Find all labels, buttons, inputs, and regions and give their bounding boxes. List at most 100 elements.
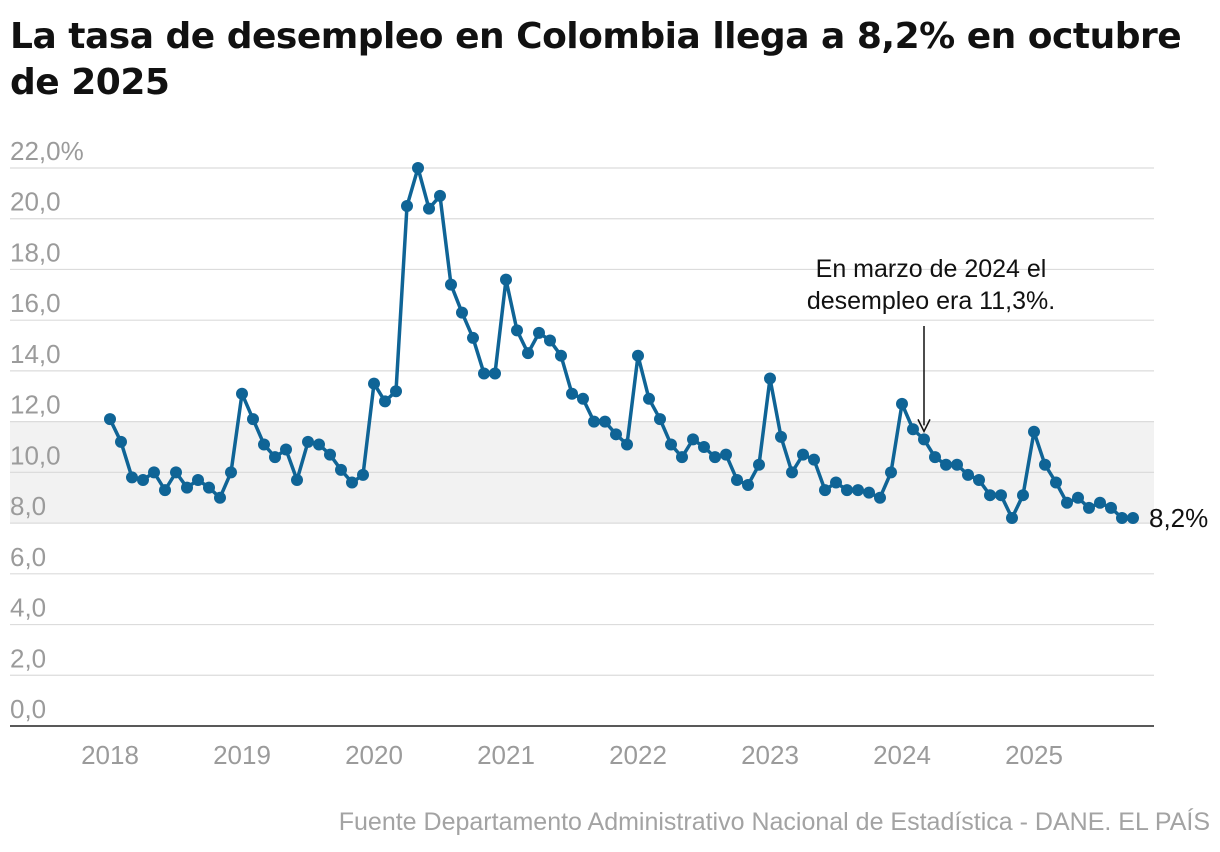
data-point <box>346 476 358 489</box>
data-point <box>390 385 402 398</box>
data-point <box>258 438 270 451</box>
data-point <box>753 458 765 471</box>
y-tick-label: 0,0 <box>10 694 46 724</box>
data-point <box>544 334 556 347</box>
data-point <box>478 367 490 380</box>
data-point <box>687 433 699 446</box>
data-point <box>225 466 237 479</box>
data-point <box>940 458 952 471</box>
data-point <box>1061 496 1073 509</box>
y-tick-label: 12,0 <box>10 390 61 420</box>
data-point <box>500 273 512 286</box>
annotation-arrowhead <box>917 419 931 434</box>
y-tick-label: 4,0 <box>10 593 46 623</box>
data-point <box>577 392 589 405</box>
data-point <box>995 489 1007 502</box>
data-point <box>533 326 545 339</box>
chart-title: La tasa de desempleo en Colombia llega a… <box>10 16 1182 103</box>
data-point <box>764 372 776 385</box>
data-point <box>170 466 182 479</box>
data-point <box>1006 512 1018 525</box>
data-point <box>1017 489 1029 502</box>
data-point <box>984 489 996 502</box>
x-tick-label: 2023 <box>741 740 799 770</box>
data-point <box>247 413 259 426</box>
data-point <box>1050 476 1062 489</box>
x-tick-label: 2024 <box>873 740 931 770</box>
data-point <box>852 484 864 497</box>
data-point <box>181 481 193 494</box>
data-point <box>610 428 622 441</box>
data-point <box>324 448 336 461</box>
data-point <box>192 473 204 486</box>
data-point <box>929 451 941 464</box>
end-value-label: 8,2% <box>1149 503 1208 533</box>
data-point <box>1116 512 1128 525</box>
data-point <box>786 466 798 479</box>
data-point <box>907 423 919 436</box>
data-point <box>401 200 413 213</box>
data-point <box>621 438 633 451</box>
x-tick-label: 2025 <box>1005 740 1063 770</box>
data-point <box>720 448 732 461</box>
data-point <box>302 435 314 448</box>
data-point <box>214 491 226 504</box>
data-point <box>588 415 600 428</box>
data-point <box>104 413 116 426</box>
data-point <box>951 458 963 471</box>
y-tick-label: 14,0 <box>10 339 61 369</box>
x-tick-label: 2021 <box>477 740 535 770</box>
data-point <box>236 387 248 400</box>
data-point <box>566 387 578 400</box>
data-point <box>357 468 369 481</box>
data-point <box>797 448 809 461</box>
data-point <box>511 324 523 337</box>
data-point <box>830 476 842 489</box>
data-point <box>808 453 820 466</box>
data-point <box>1127 512 1139 525</box>
data-point <box>1039 458 1051 471</box>
data-point <box>599 415 611 428</box>
annotation-text: En marzo de 2024 el <box>816 255 1047 283</box>
data-point <box>1105 501 1117 514</box>
source-note: Fuente Departamento Administrativo Nacio… <box>338 808 1210 836</box>
y-tick-label: 10,0 <box>10 440 61 470</box>
data-point <box>1094 496 1106 509</box>
data-point <box>379 395 391 408</box>
x-tick-label: 2018 <box>81 740 139 770</box>
data-point <box>313 438 325 451</box>
data-point <box>1072 491 1084 504</box>
data-point <box>203 481 215 494</box>
data-point <box>676 451 688 464</box>
x-axis-ticks: 2018 2019 2020 2021 2022 2023 2024 2025 <box>81 740 1063 770</box>
data-point <box>159 484 171 497</box>
data-point <box>775 430 787 443</box>
data-point <box>874 491 886 504</box>
data-point <box>643 392 655 405</box>
data-point <box>412 162 424 174</box>
y-tick-label: 16,0 <box>10 288 61 318</box>
data-point <box>962 468 974 481</box>
data-point <box>654 413 666 426</box>
y-tick-label: 6,0 <box>10 542 46 572</box>
data-point <box>665 438 677 451</box>
data-point <box>709 451 721 464</box>
data-point <box>269 451 281 464</box>
y-tick-label: 18,0 <box>10 237 61 267</box>
data-point <box>632 349 644 362</box>
x-tick-label: 2022 <box>609 740 667 770</box>
data-point <box>489 367 501 380</box>
y-axis-ticks: 0,0 2,0 4,0 6,0 8,0 10,0 12,0 14,0 16,0 18,0 20,0 2… <box>10 136 84 724</box>
data-point <box>555 349 567 362</box>
data-point <box>885 466 897 479</box>
data-point <box>1028 425 1040 438</box>
data-point <box>863 486 875 499</box>
data-point <box>819 484 831 497</box>
data-point <box>973 473 985 486</box>
data-point <box>698 441 710 453</box>
x-tick-label: 2020 <box>345 740 403 770</box>
data-point <box>423 202 435 215</box>
data-point <box>1083 501 1095 514</box>
y-tick-label: 20,0 <box>10 187 61 217</box>
